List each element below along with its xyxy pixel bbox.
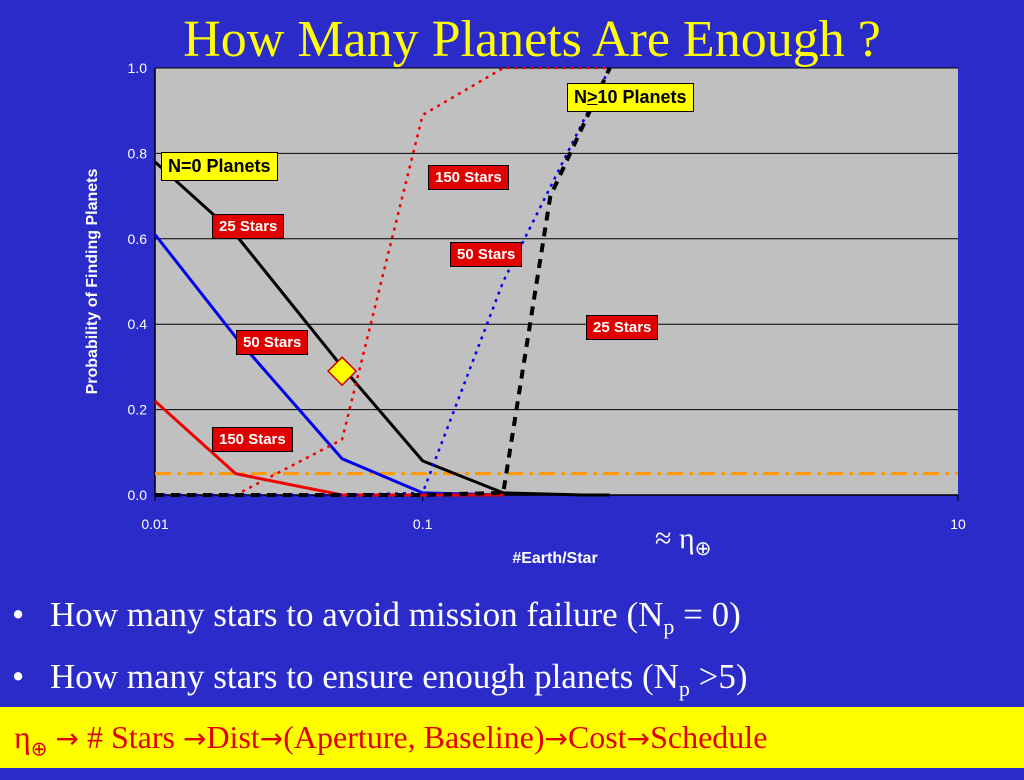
arrow-icon: → xyxy=(55,722,79,755)
x-tick-label: 10 xyxy=(950,516,966,532)
slide-title: How Many Planets Are Enough ? xyxy=(183,11,881,68)
series-line xyxy=(155,67,612,497)
y-axis-title: Probability of Finding Planets xyxy=(84,169,101,395)
arrow-icon: → xyxy=(182,722,207,755)
x-tick-label: 0.1 xyxy=(413,516,433,532)
label-black-dashed-series: 25 Stars xyxy=(586,315,659,340)
y-tick-label: 0.8 xyxy=(128,145,148,161)
diamond-marker xyxy=(327,356,358,387)
y-tick-label: 0.0 xyxy=(128,487,148,503)
annotation-n10-planets: N>10 Planets xyxy=(567,83,694,112)
label-red-dotted-series: 150 Stars xyxy=(428,165,509,190)
label-blue-solid-series: 50 Stars xyxy=(236,330,309,355)
plot-area xyxy=(155,68,958,495)
bullet-icon: • xyxy=(12,595,25,634)
eta-earth-label: ≈ η⊕ xyxy=(655,522,712,560)
label-red-solid-series: 150 Stars xyxy=(212,427,293,452)
bullet-item: • How many stars to ensure enough planets… xyxy=(0,652,1000,714)
gridlines xyxy=(154,67,959,501)
tick-labels: 0.0 0.2 0.4 0.6 0.8 1.0 0.01 0.1 10 xyxy=(128,60,966,532)
footer-flow: η⊕ → # Stars →Dist→(Aperture, Baseline)→… xyxy=(0,707,1024,768)
x-tick-label: 0.01 xyxy=(141,516,168,532)
label-black-solid-series: 25 Stars xyxy=(212,214,285,239)
bullet-item: • How many stars to avoid mission failure… xyxy=(0,590,1000,652)
bullet-icon: • xyxy=(12,657,25,696)
bullet-list: • How many stars to avoid mission failure… xyxy=(0,590,1000,714)
annotation-n0-planets: N=0 Planets xyxy=(161,152,278,181)
y-tick-label: 1.0 xyxy=(128,60,148,76)
arrow-icon: → xyxy=(626,722,651,755)
y-tick-label: 0.4 xyxy=(128,316,148,332)
chart: 0.0 0.2 0.4 0.6 0.8 1.0 0.01 0.1 10 Probability … xyxy=(84,60,966,567)
x-axis-title: #Earth/Star xyxy=(512,550,597,567)
arrow-icon: → xyxy=(259,722,284,755)
y-tick-label: 0.2 xyxy=(128,402,148,418)
y-tick-label: 0.6 xyxy=(128,231,148,247)
arrow-icon: → xyxy=(544,722,568,755)
label-blue-dotted-series: 50 Stars xyxy=(450,242,523,267)
